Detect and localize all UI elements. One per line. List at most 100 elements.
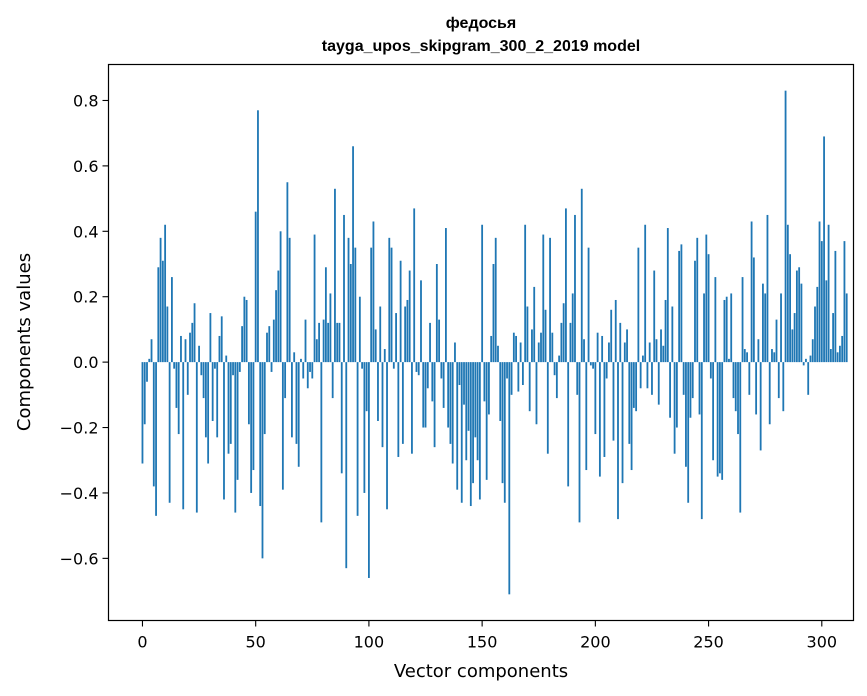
bar-211	[619, 322, 622, 363]
bar-165	[515, 335, 517, 363]
bar-129	[433, 362, 436, 448]
bar-45	[243, 296, 246, 363]
bar-68	[295, 362, 298, 444]
bar-9	[161, 260, 164, 363]
bar-63	[284, 362, 287, 399]
y-axis-ticks: −0.6 −0.4 −0.2 0.0 0.2 0.4 0.6 0.8	[60, 91, 109, 568]
bar-164	[512, 332, 515, 363]
bar-67	[293, 352, 296, 363]
bar-71	[302, 362, 305, 379]
bar-205	[605, 362, 608, 379]
bar-158	[499, 362, 502, 421]
bar-148	[476, 362, 479, 461]
bar-268	[748, 362, 751, 395]
bar-98	[363, 362, 366, 493]
x-tick-label: 250	[693, 633, 724, 652]
bar-179	[546, 362, 549, 454]
bar-61	[279, 231, 282, 363]
x-tick-label: 100	[354, 633, 385, 652]
bar-259	[728, 358, 730, 363]
bar-311	[845, 293, 848, 363]
bar-204	[603, 362, 606, 457]
bar-46	[245, 299, 248, 363]
bar-185	[560, 322, 563, 363]
bar-273	[759, 362, 762, 451]
bar-120	[413, 208, 416, 363]
bar-304	[829, 349, 832, 363]
bar-17	[180, 335, 182, 363]
bar-43	[238, 362, 241, 372]
bar-267	[746, 352, 748, 363]
bar-123	[420, 280, 422, 363]
y-tick-label: 0.0	[73, 353, 98, 372]
bar-53	[261, 362, 264, 559]
bar-3	[148, 358, 151, 363]
bar-57	[270, 362, 273, 372]
bar-23	[193, 303, 196, 363]
bar-233	[669, 362, 671, 418]
bar-242	[689, 362, 692, 418]
bar-62	[281, 362, 284, 490]
bar-253	[714, 277, 717, 363]
bar-172	[531, 329, 533, 363]
bar-163	[510, 362, 513, 395]
bar-11	[166, 306, 169, 363]
bar-264	[739, 362, 742, 513]
bar-8	[159, 237, 162, 363]
bar-87	[338, 322, 341, 363]
bar-157	[497, 345, 499, 363]
bar-49	[252, 362, 255, 471]
bar-89	[343, 214, 345, 363]
bar-113	[397, 362, 400, 457]
bar-140	[458, 362, 461, 386]
bar-79	[320, 362, 323, 523]
bar-13	[171, 277, 173, 363]
bar-292	[802, 362, 805, 366]
bar-152	[485, 362, 488, 480]
bar-60	[277, 270, 280, 363]
bar-235	[673, 362, 676, 454]
bar-64	[286, 182, 289, 363]
bar-38	[227, 362, 230, 454]
bar-166	[517, 362, 520, 392]
bar-296	[811, 339, 814, 363]
bar-34	[218, 335, 221, 363]
bar-305	[832, 313, 835, 363]
bar-159	[501, 362, 504, 484]
bar-245	[696, 237, 699, 363]
bar-237	[678, 250, 681, 363]
bar-132	[440, 362, 443, 379]
bar-102	[372, 221, 375, 363]
bar-92	[349, 264, 352, 363]
bar-103	[374, 329, 377, 363]
bar-241	[687, 362, 690, 503]
bar-231	[664, 299, 667, 363]
bar-282	[780, 293, 782, 363]
bar-176	[540, 332, 542, 363]
bar-40	[232, 362, 234, 376]
bar-223	[646, 362, 649, 389]
bar-190	[571, 293, 574, 363]
bar-100	[368, 362, 370, 578]
bar-294	[807, 362, 810, 395]
bar-143	[465, 362, 468, 461]
bar-216	[630, 362, 633, 471]
bar-19	[184, 339, 187, 363]
bar-309	[841, 335, 844, 363]
bar-178	[544, 309, 547, 363]
bar-80	[322, 319, 325, 363]
bar-203	[601, 335, 604, 363]
bar-258	[725, 296, 728, 363]
bar-170	[526, 306, 529, 363]
bar-139	[456, 362, 459, 490]
bar-198	[589, 362, 592, 366]
bar-147	[474, 362, 477, 438]
bar-97	[361, 362, 364, 369]
bar-160	[503, 362, 506, 503]
bar-222	[644, 224, 647, 363]
bar-137	[451, 362, 454, 464]
bar-193	[578, 362, 581, 523]
bar-252	[712, 362, 715, 461]
y-tick-label: 0.2	[73, 288, 98, 307]
